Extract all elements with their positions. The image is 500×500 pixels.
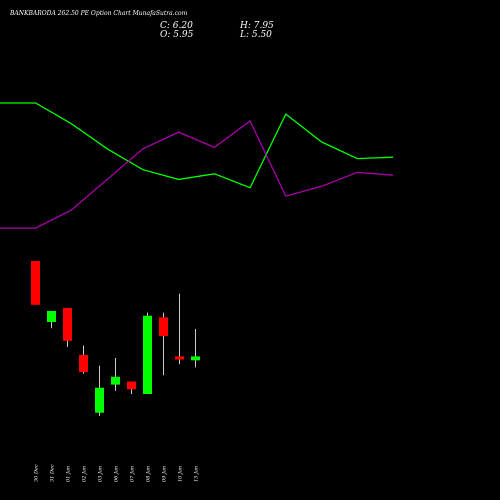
candle-body (175, 356, 184, 360)
candle-body (111, 376, 120, 385)
indicator-lines (0, 102, 394, 229)
candle-body (159, 317, 168, 337)
date-label: 03 Jan (98, 466, 104, 482)
candle-body (127, 381, 136, 390)
date-labels: 30 Dec 31 Dec 01 Jan 02 Jan 03 Jan 06 Jan 07 J… (34, 464, 200, 482)
date-label: 02 Jan (82, 466, 88, 482)
indicator-line-2 (0, 120, 394, 229)
date-label: 06 Jan (114, 466, 120, 482)
date-label: 30 Dec (34, 464, 40, 482)
candle-body (95, 387, 104, 413)
date-label: 07 Jan (130, 466, 136, 482)
candle-body (63, 307, 72, 341)
chart-title: BANKBARODA 262.50 PE Option Chart Munafa… (9, 10, 188, 17)
candle-body (31, 261, 40, 305)
candle-body (79, 354, 88, 373)
indicator-line-1 (0, 102, 394, 189)
date-label: 13 Jan (194, 466, 200, 482)
close-readout: C: 6.20 (160, 21, 193, 31)
high-readout: H: 7.95 (239, 21, 274, 31)
date-label: 10 Jan (178, 466, 184, 482)
candlesticks (31, 261, 200, 416)
date-label: 01 Jan (66, 466, 72, 482)
candle-body (191, 356, 200, 361)
low-readout: L: 5.50 (239, 30, 272, 40)
candle-body (47, 311, 56, 322)
date-label: 09 Jan (162, 466, 168, 482)
open-readout: O: 5.95 (160, 30, 194, 40)
date-label: 08 Jan (146, 466, 152, 482)
date-label: 31 Dec (50, 464, 56, 482)
candle-body (143, 315, 152, 394)
